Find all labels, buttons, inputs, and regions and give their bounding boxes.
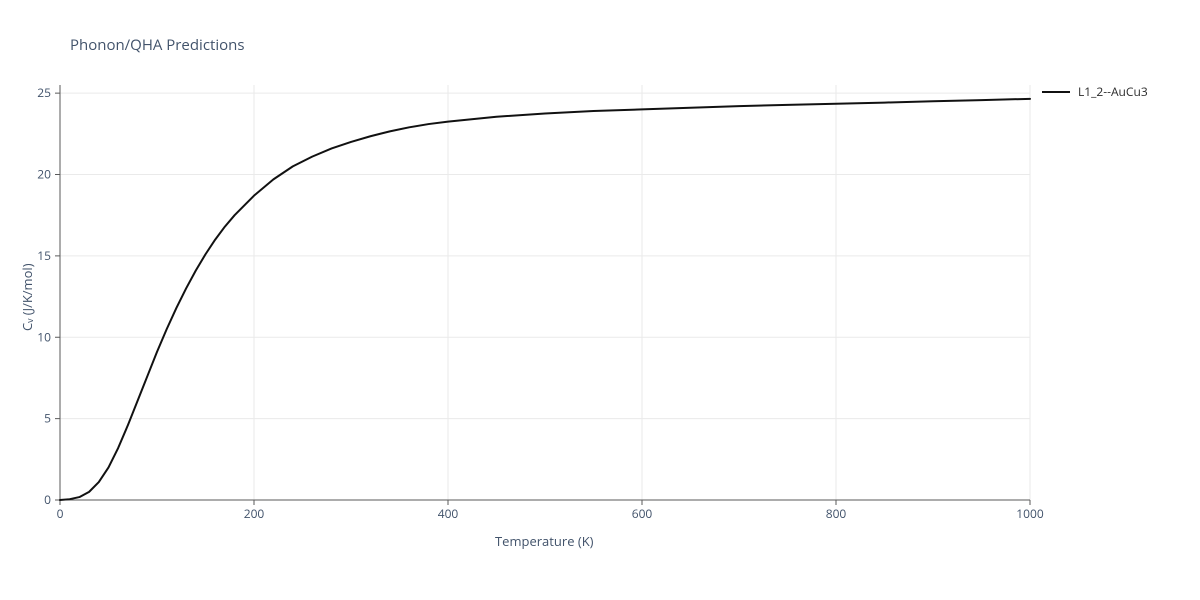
- x-tick-label: 800: [826, 505, 847, 522]
- y-tick-label: 10: [37, 328, 51, 345]
- chart-svg: 0 200 400 600 800 1000 0 5 10 15 20 25 L1_2--AuCu3: [0, 0, 1200, 600]
- x-axis-label: Temperature (K): [495, 532, 594, 550]
- y-tick-label: 25: [37, 84, 51, 101]
- y-axis-label: Cᵥ (J/K/mol): [18, 263, 36, 331]
- x-tick-label: 600: [632, 505, 653, 522]
- chart-container: { "chart": { "type": "line", "title": "P…: [0, 0, 1200, 600]
- x-tick-label: 1000: [1016, 505, 1044, 522]
- chart-title: Phonon/QHA Predictions: [70, 35, 245, 55]
- legend-label: L1_2--AuCu3: [1078, 83, 1148, 100]
- y-tick-label: 20: [37, 166, 51, 183]
- y-tick-label: 0: [44, 491, 51, 508]
- x-tick-label: 400: [438, 505, 459, 522]
- x-tick-label: 0: [57, 505, 64, 522]
- x-tick-label: 200: [244, 505, 265, 522]
- y-tick-label: 15: [37, 247, 51, 264]
- y-tick-label: 5: [44, 410, 51, 427]
- series-line: [60, 99, 1030, 500]
